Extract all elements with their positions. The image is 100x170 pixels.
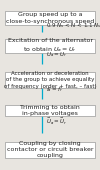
Text: Coupling by closing
contactor or circuit breaker
coupling: Coupling by closing contactor or circuit…	[7, 141, 93, 158]
Text: Group speed up to a
close-to-synchronous speed: Group speed up to a close-to-synchronous…	[6, 12, 94, 24]
FancyBboxPatch shape	[5, 39, 95, 53]
FancyBboxPatch shape	[5, 105, 95, 116]
Text: Acceleration or deceleration
of the group to achieve equality
of frequency (orde: Acceleration or deceleration of the grou…	[4, 71, 96, 89]
Text: $U_a = U_r$: $U_a = U_r$	[46, 50, 67, 59]
FancyBboxPatch shape	[5, 141, 95, 158]
Text: Trimming to obtain
in-phase voltages: Trimming to obtain in-phase voltages	[20, 105, 80, 116]
FancyBboxPatch shape	[5, 11, 95, 25]
Text: $f_a = f_r$: $f_a = f_r$	[46, 85, 63, 94]
Text: Excitation of the alternator
to obtain $U_a = U_r$: Excitation of the alternator to obtain $…	[8, 38, 93, 54]
Text: $\vec{U}_a = \vec{U}_r$: $\vec{U}_a = \vec{U}_r$	[46, 116, 67, 128]
Text: 0.9 $N_s$ < N < 1.1 $N_s$: 0.9 $N_s$ < N < 1.1 $N_s$	[46, 21, 100, 30]
FancyBboxPatch shape	[5, 72, 95, 88]
